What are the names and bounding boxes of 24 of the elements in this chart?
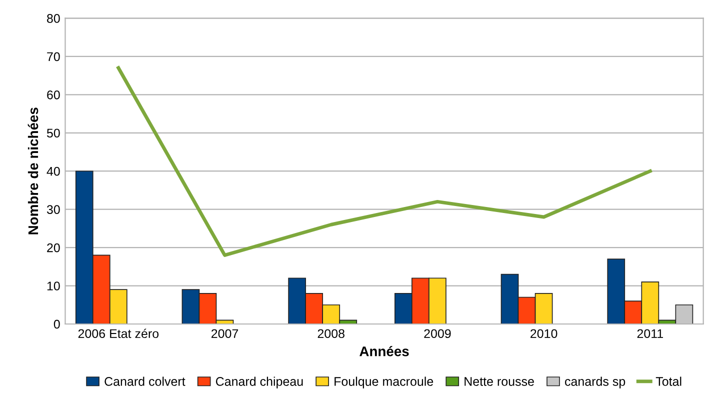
y-tick-label: 20 [47, 243, 60, 252]
legend-label: canards sp [565, 376, 626, 388]
line-series [116, 66, 652, 257]
legend-label: Canard chipeau [216, 376, 303, 388]
y-tick-label: 80 [47, 14, 60, 23]
legend-label: Foulque macroule [334, 376, 434, 388]
x-axis-title: Années [360, 346, 409, 356]
y-tick-label: 30 [46, 205, 60, 214]
y-axis-title: Nombre de nichées [28, 108, 38, 234]
legend-label: Total [656, 376, 682, 386]
x-tick-label: 2010 [530, 329, 558, 338]
y-tick-label: 0 [54, 320, 60, 329]
y-tick-label: 10 [47, 282, 60, 290]
legend-label: Nette rousse [464, 377, 534, 386]
x-tick-label: 2008 [318, 329, 344, 338]
x-tick-label: 2009 [424, 329, 451, 338]
legend-label: Canard colvert [104, 376, 186, 386]
y-tick-label: 60 [47, 90, 60, 100]
y-tick-label: 70 [47, 52, 60, 62]
x-tick-label: 2007 [211, 329, 238, 338]
y-tick-label: 40 [46, 166, 60, 176]
x-tick-label: 2006 Etat zéro [78, 328, 159, 338]
y-tick-label: 50 [46, 128, 60, 138]
x-tick-label: 2011 [637, 329, 663, 338]
